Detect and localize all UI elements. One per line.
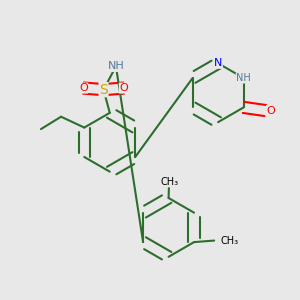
Text: O: O [79,83,88,93]
Text: CH₃: CH₃ [160,177,178,187]
Text: O: O [119,83,128,93]
Text: CH₃: CH₃ [220,236,238,246]
Text: NH: NH [108,61,124,71]
Text: N: N [214,58,222,68]
Text: NH: NH [236,73,251,83]
Text: S: S [99,82,108,97]
Text: O: O [266,106,275,116]
